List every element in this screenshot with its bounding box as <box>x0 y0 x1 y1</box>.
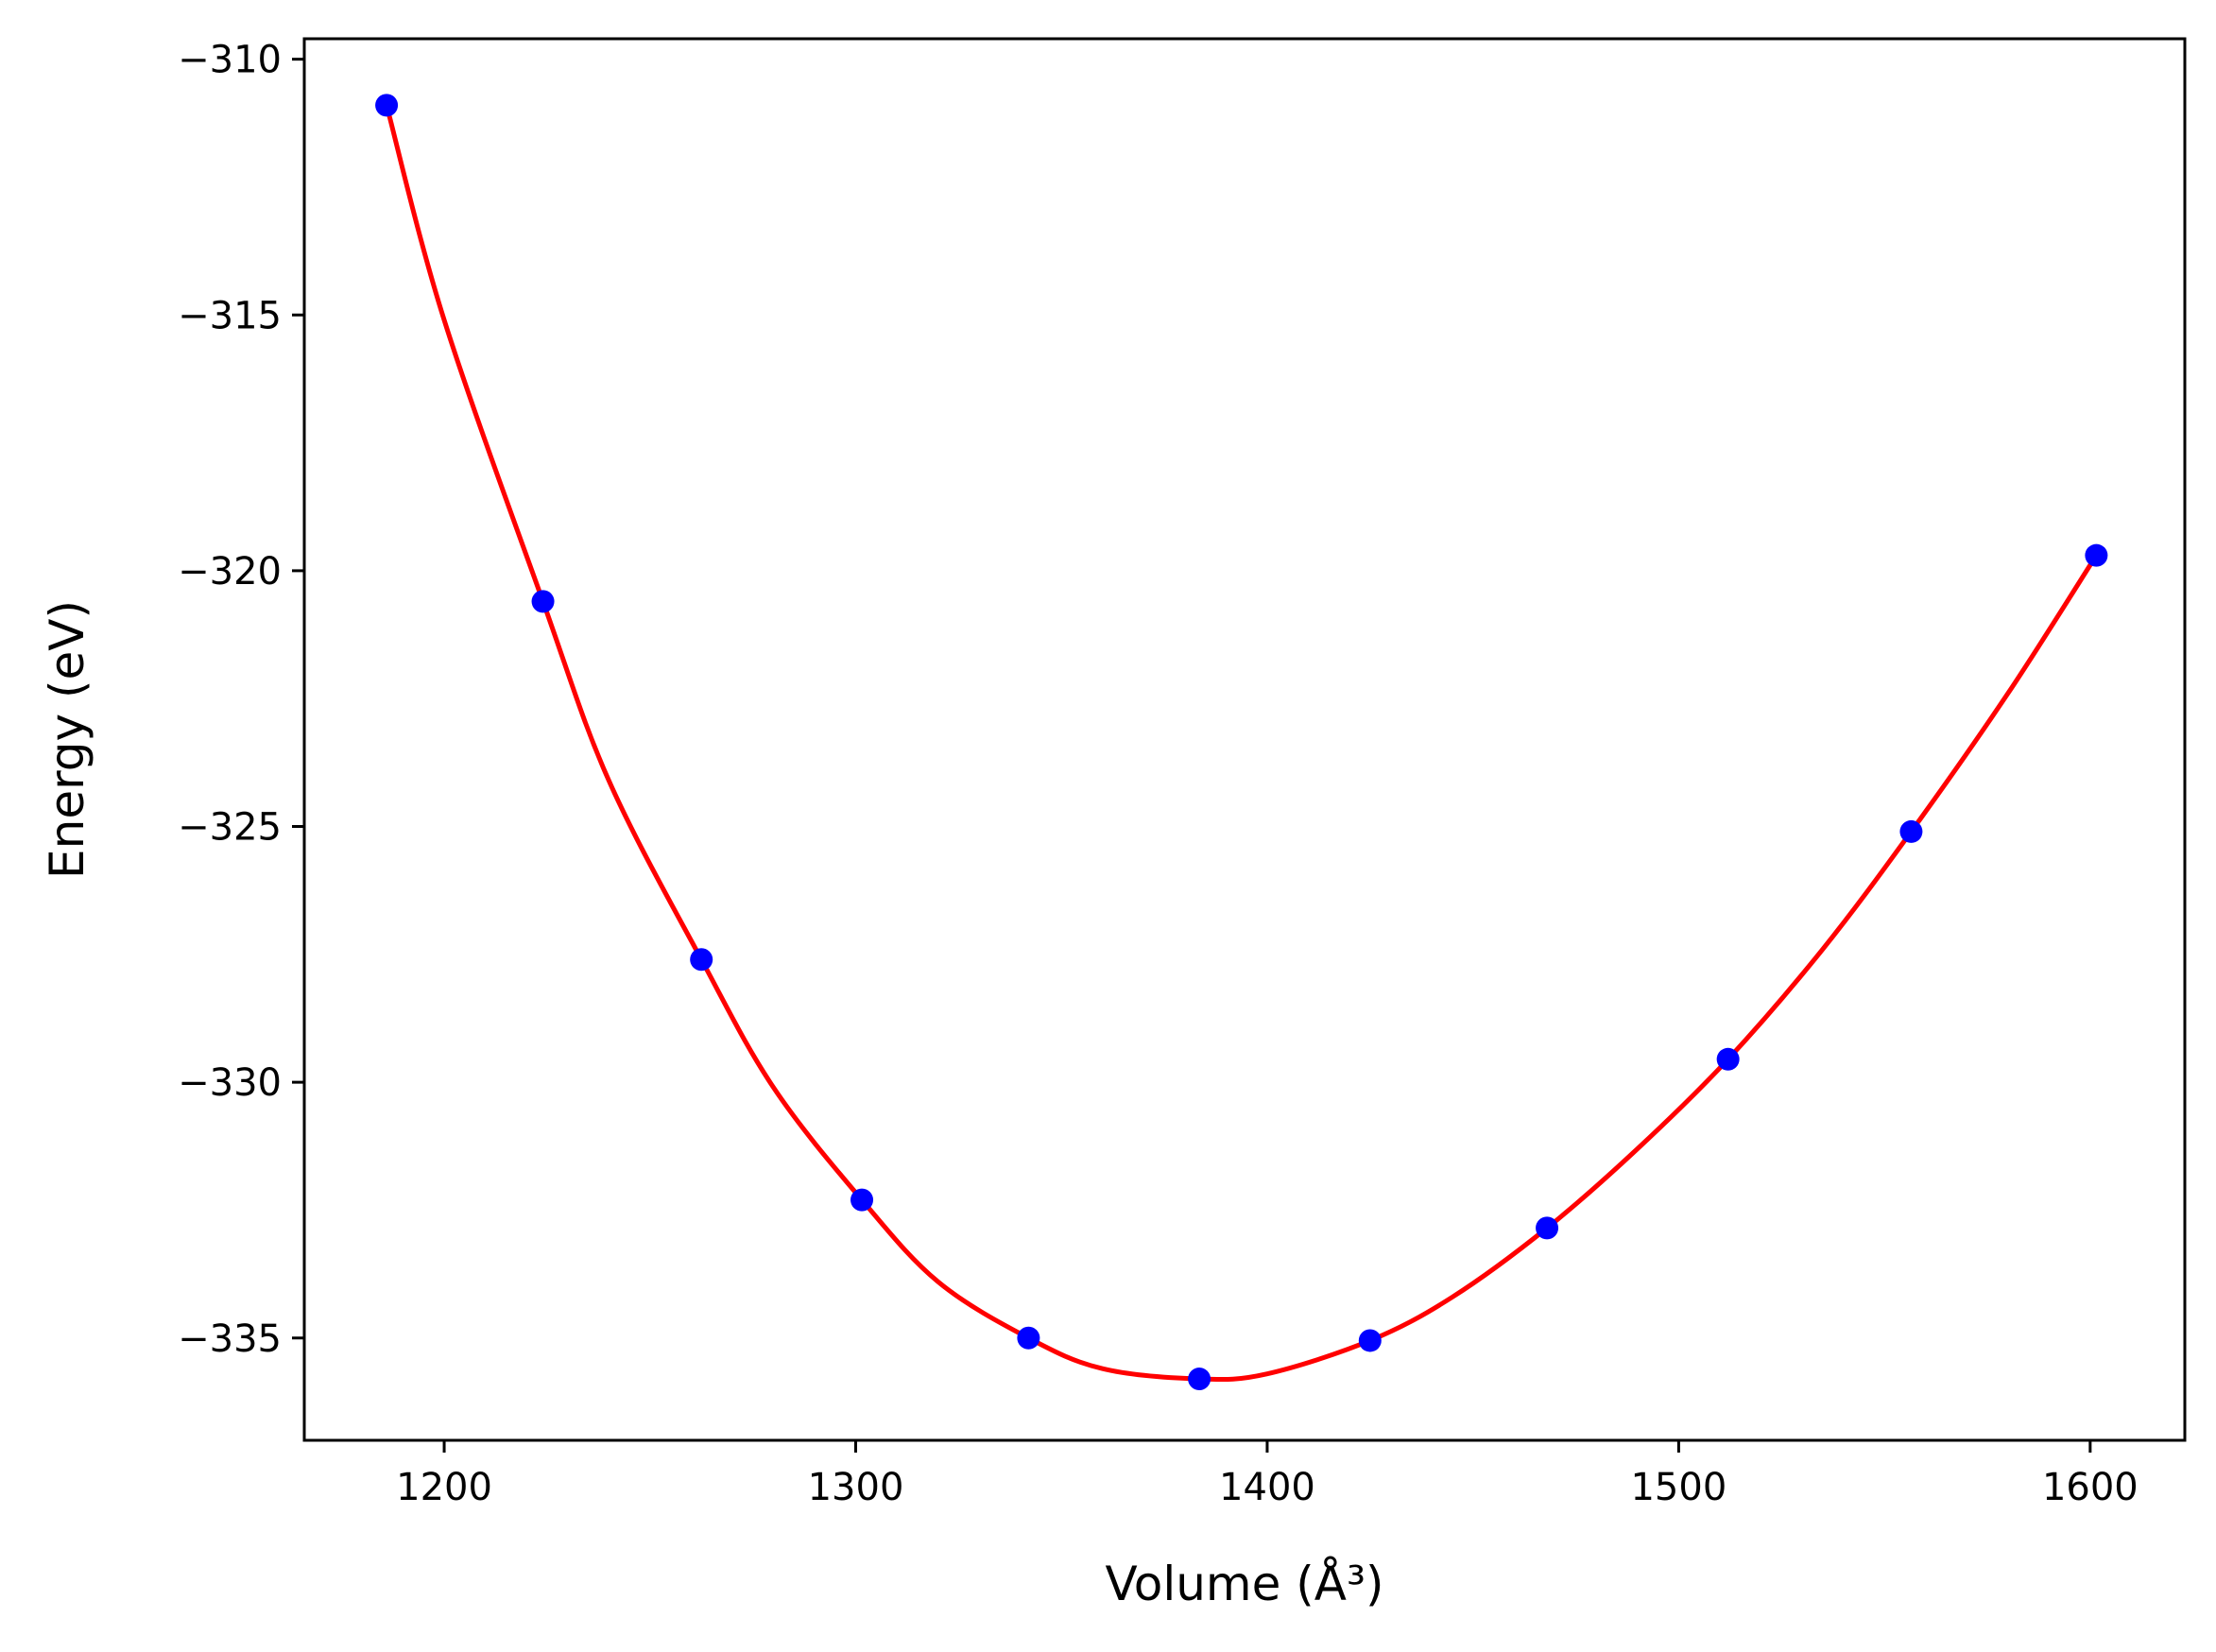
data-point <box>375 94 399 117</box>
x-tick-label: 1400 <box>1219 1466 1315 1509</box>
y-tick-label: −325 <box>178 806 282 850</box>
x-tick-label: 1500 <box>1630 1466 1726 1509</box>
data-point <box>1899 819 1923 843</box>
x-tick-label: 1600 <box>2042 1466 2139 1509</box>
y-tick-label: −315 <box>178 294 282 337</box>
data-point <box>690 948 713 972</box>
data-point <box>2085 543 2108 567</box>
y-tick-label: −320 <box>178 550 282 594</box>
x-axis-ticks: 1200 1300 1400 1500 1600 <box>396 1440 2139 1509</box>
y-tick-label: −330 <box>178 1061 282 1105</box>
y-axis-title: Energy (eV) <box>40 600 94 879</box>
data-point <box>1358 1329 1382 1352</box>
y-tick-label: −335 <box>178 1317 282 1361</box>
y-axis-ticks: −310 −315 −320 −325 −330 −335 <box>178 39 304 1361</box>
data-point <box>1716 1047 1740 1071</box>
x-tick-label: 1200 <box>396 1466 492 1509</box>
x-tick-label: 1300 <box>808 1466 904 1509</box>
data-point <box>1188 1368 1211 1391</box>
x-axis-title: Volume (Å³) <box>1105 1557 1383 1611</box>
data-point <box>1017 1326 1040 1350</box>
series-layer <box>375 94 2108 1391</box>
data-point <box>1536 1216 1559 1240</box>
fit-curve-line <box>384 104 2099 1383</box>
plot-frame <box>302 37 2187 1442</box>
y-tick-label: −310 <box>178 39 282 82</box>
data-point <box>850 1188 874 1212</box>
data-point <box>531 590 555 613</box>
